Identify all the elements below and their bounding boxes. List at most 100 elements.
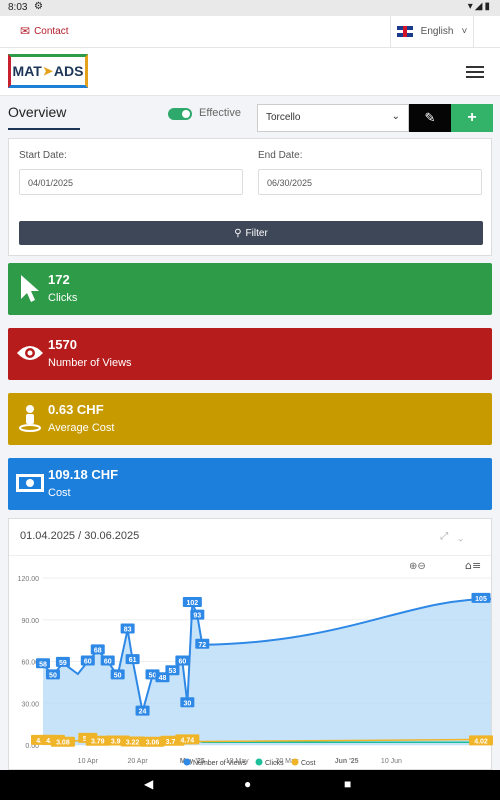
legend-label: Clicks: [265, 760, 284, 767]
views-data-label: 83: [124, 626, 132, 633]
home-icon[interactable]: ●: [244, 777, 252, 791]
views-data-label-bg: [120, 623, 135, 634]
stat-card-cost: 109.18 CHF Cost: [8, 458, 492, 510]
chevron-down-icon: ⌄: [391, 111, 400, 122]
chart-title: 01.04.2025 / 30.06.2025: [20, 530, 140, 542]
views-data-label: 24: [139, 709, 147, 716]
tab-overview[interactable]: Overview: [8, 104, 67, 120]
app-header: MAT ➤ ADS: [0, 48, 500, 96]
expand-icon[interactable]: ⤢: [440, 531, 459, 542]
legend-marker: [291, 758, 299, 766]
reset-zoom-icon[interactable]: ⌂≡: [465, 559, 481, 572]
x-tick-label: 10 Apr: [78, 758, 99, 765]
views-data-label: 105: [475, 596, 487, 603]
views-area: [43, 598, 491, 745]
start-date-label: Start Date:: [19, 150, 67, 161]
matads-logo[interactable]: MAT ➤ ADS: [8, 54, 88, 88]
cost-data-label-bg: [120, 736, 145, 747]
y-tick-label: 90.00: [21, 618, 39, 625]
back-icon[interactable]: ◀: [144, 777, 154, 791]
views-data-label: 48: [159, 675, 167, 682]
recents-icon[interactable]: ■: [344, 777, 352, 791]
top-bar: ✉ Contact English ˅: [0, 16, 500, 48]
x-tick-label: 20 Apr: [127, 758, 148, 765]
views-data-label: 59: [59, 660, 67, 667]
filter-card: Start Date: 04/01/2025 End Date: 06/30/2…: [8, 138, 492, 256]
cost-data-label: 4.02: [474, 738, 488, 745]
views-data-label: 50: [114, 672, 122, 679]
cost-data-label-bg: [175, 734, 200, 745]
cost-data-label-bg: [140, 736, 165, 747]
views-data-label: 60: [84, 659, 92, 666]
views-value: 1570: [48, 337, 77, 352]
views-data-label: 60: [104, 659, 112, 666]
y-tick-label: 120.00: [18, 576, 40, 583]
views-data-label: 68: [94, 647, 102, 654]
y-tick-label: 30.00: [21, 701, 39, 708]
mail-icon: ✉: [20, 24, 31, 38]
collapse-chevron-icon[interactable]: ⌄: [458, 531, 473, 542]
cost-data-label: 3.06: [146, 740, 160, 747]
search-icon: ⚲: [234, 227, 242, 239]
add-button[interactable]: +: [451, 104, 493, 132]
status-icons: ▾◢▮: [467, 1, 492, 12]
chevron-down-icon: ˅: [461, 26, 468, 37]
x-tick-label: 10 Jun: [381, 758, 402, 765]
views-data-label-bg: [190, 609, 205, 620]
location-select[interactable]: Torcello ⌄: [257, 104, 409, 132]
legend-label: Cost: [301, 760, 315, 767]
chart-card-tools: ⤢⌄: [440, 531, 473, 542]
cost-data-label-bg: [85, 735, 110, 746]
filter-button[interactable]: ⚲ Filter: [19, 221, 483, 245]
logo-cursor-icon: ➤: [42, 64, 53, 78]
menu-icon[interactable]: [466, 66, 484, 78]
settings-status-icon: ⚙: [34, 1, 43, 12]
views-data-label: 50: [149, 672, 157, 679]
views-data-label-bg: [90, 644, 105, 655]
edit-button[interactable]: ✎: [409, 104, 451, 132]
uk-flag-icon: [396, 26, 413, 37]
zoom-controls-icon[interactable]: ⊕⊖: [409, 561, 426, 572]
views-data-label: 60: [178, 659, 186, 666]
location-select-value: Torcello: [266, 112, 301, 123]
views-data-label-bg: [180, 697, 195, 708]
views-data-label: 30: [183, 700, 191, 707]
chart-divider: [9, 555, 491, 556]
views-data-label-bg: [195, 638, 210, 649]
end-date-input[interactable]: 06/30/2025: [258, 169, 482, 195]
views-data-label-bg: [36, 658, 50, 669]
average-cost-label: Average Cost: [48, 422, 115, 434]
eye-icon: [14, 337, 46, 369]
views-data-label: 61: [129, 657, 137, 664]
status-time: 8:03: [8, 2, 28, 13]
logo-text-left: MAT: [12, 63, 42, 79]
cost-label: Cost: [48, 487, 71, 499]
contact-link[interactable]: ✉ Contact: [20, 24, 69, 38]
views-data-label-bg: [471, 592, 491, 603]
cost-data-label-bg: [50, 736, 75, 747]
language-label: English: [420, 26, 454, 37]
views-data-label-bg: [45, 669, 60, 680]
banknote-icon: [14, 467, 46, 499]
android-nav-bar: ◀ ● ■: [0, 770, 500, 800]
views-data-label: 102: [186, 600, 198, 607]
status-bar: 8:03 ⚙ ▾◢▮: [0, 0, 500, 16]
views-data-label: 72: [198, 642, 206, 649]
filter-button-label: Filter: [245, 227, 268, 239]
edit-icon: ✎: [424, 110, 436, 125]
cursor-icon: [14, 272, 46, 304]
cost-data-label: 3.08: [56, 740, 70, 747]
language-selector[interactable]: English ˅: [390, 16, 474, 47]
views-data-label-bg: [182, 597, 202, 608]
views-data-label-bg: [135, 705, 150, 716]
x-tick-label: May '25: [180, 758, 205, 765]
views-chart: ⊕⊖ ⌂≡ 0.00 30.00 60.00 90.00 120.00 10 Apr 20 Ap…: [18, 559, 493, 767]
effective-toggle[interactable]: [168, 108, 192, 120]
end-date-label: End Date:: [258, 150, 303, 161]
views-data-label: 50: [49, 672, 57, 679]
views-data-label-bg: [55, 656, 70, 667]
cost-value: 109.18 CHF: [48, 467, 119, 482]
clicks-value: 172: [48, 272, 70, 287]
x-tick-label: 10 May: [226, 758, 249, 765]
start-date-input[interactable]: 04/01/2025: [19, 169, 243, 195]
